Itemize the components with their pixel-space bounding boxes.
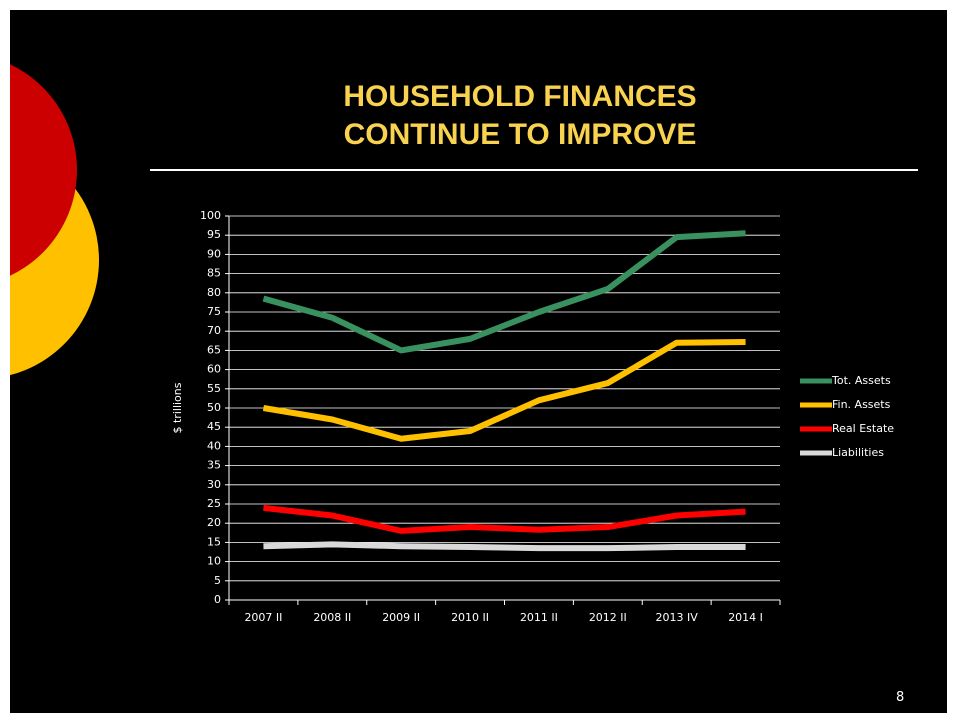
legend-label: Fin. Assets bbox=[832, 398, 891, 411]
chart-title: HOUSEHOLD FINANCES CONTINUE TO IMPROVE bbox=[343, 80, 697, 151]
x-tick-label: 2012 II bbox=[589, 611, 627, 624]
y-tick-label: 50 bbox=[207, 401, 221, 414]
x-tick-label: 2011 II bbox=[520, 611, 558, 624]
x-tick-label: 2014 I bbox=[728, 611, 763, 624]
y-axis-label: $ trillions bbox=[171, 382, 184, 433]
slide: $ trillions 0 5 10 15 20 25 30 35 40 45 50 55 60 65 70… bbox=[10, 10, 947, 713]
decor-circle bbox=[10, 64, 77, 276]
y-tick-label: 55 bbox=[207, 382, 221, 395]
chart: $ trillions 0 5 10 15 20 25 30 35 40 45 50 55 60 65 70… bbox=[10, 64, 918, 624]
y-tick-label: 80 bbox=[207, 286, 221, 299]
y-tick-label: 30 bbox=[207, 478, 221, 491]
legend-label: Tot. Assets bbox=[831, 374, 891, 387]
y-tick-label: 0 bbox=[214, 593, 221, 606]
y-tick-label: 90 bbox=[207, 247, 221, 260]
y-tick-label: 85 bbox=[207, 267, 221, 280]
x-tick-label: 2007 II bbox=[244, 611, 282, 624]
y-tick-label: 45 bbox=[207, 420, 221, 433]
y-tick-label: 40 bbox=[207, 439, 221, 452]
y-tick-label: 35 bbox=[207, 459, 221, 472]
y-tick-label: 25 bbox=[207, 497, 221, 510]
series-line bbox=[263, 504, 746, 534]
y-tick-label: 60 bbox=[207, 363, 221, 376]
series-line bbox=[263, 541, 746, 552]
slide-number: 8 bbox=[896, 690, 905, 705]
y-tick-label: 5 bbox=[214, 574, 221, 587]
y-tick-label: 70 bbox=[207, 324, 221, 337]
x-tick-label: 2010 II bbox=[451, 611, 489, 624]
y-tick-label: 20 bbox=[207, 516, 221, 529]
x-tick-label: 2013 IV bbox=[656, 611, 699, 624]
y-tick-label: 15 bbox=[207, 535, 221, 548]
y-tick-label: 75 bbox=[207, 305, 221, 318]
x-tick-label: 2009 II bbox=[382, 611, 420, 624]
x-tick-label: 2008 II bbox=[313, 611, 351, 624]
series-line bbox=[262, 230, 746, 354]
series-line bbox=[262, 338, 746, 442]
y-tick-label: 65 bbox=[207, 343, 221, 356]
y-tick-label: 100 bbox=[200, 209, 221, 222]
legend-label: Liabilities bbox=[832, 446, 884, 459]
y-tick-label: 10 bbox=[207, 555, 221, 568]
legend-label: Real Estate bbox=[832, 422, 894, 435]
y-tick-label: 95 bbox=[207, 228, 221, 241]
